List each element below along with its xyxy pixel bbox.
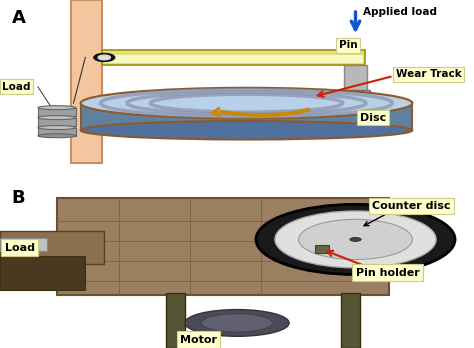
Circle shape	[299, 219, 412, 260]
Circle shape	[98, 55, 110, 60]
Text: Pin: Pin	[339, 40, 357, 50]
Ellipse shape	[81, 88, 412, 119]
Ellipse shape	[38, 126, 76, 129]
Text: Motor: Motor	[180, 335, 217, 345]
Ellipse shape	[81, 121, 412, 140]
Bar	[0, 238, 47, 251]
Circle shape	[256, 204, 455, 275]
Text: Disc: Disc	[360, 113, 386, 122]
Bar	[57, 198, 389, 294]
Bar	[38, 118, 76, 126]
Text: Wear Track: Wear Track	[396, 69, 462, 79]
Bar	[104, 55, 363, 63]
Bar	[341, 293, 360, 348]
Text: Load: Load	[2, 82, 31, 92]
Ellipse shape	[38, 106, 76, 110]
Bar	[341, 89, 370, 98]
Bar	[71, 0, 102, 163]
Ellipse shape	[185, 310, 289, 336]
Ellipse shape	[201, 314, 273, 332]
Bar	[315, 245, 329, 253]
Text: Load: Load	[5, 243, 35, 253]
Bar	[166, 293, 185, 348]
Text: Applied load: Applied load	[363, 7, 437, 17]
Bar	[0, 256, 85, 290]
Bar	[38, 128, 76, 136]
Text: Counter disc: Counter disc	[372, 201, 451, 211]
Ellipse shape	[38, 134, 76, 138]
Text: A: A	[12, 9, 26, 27]
Ellipse shape	[38, 116, 76, 120]
Text: Pin holder: Pin holder	[356, 268, 419, 278]
Bar	[81, 103, 412, 130]
Bar	[344, 65, 367, 90]
Bar	[38, 108, 76, 116]
Bar	[0, 231, 104, 264]
Circle shape	[94, 54, 115, 62]
Text: B: B	[12, 189, 26, 207]
Circle shape	[350, 237, 361, 242]
Circle shape	[275, 211, 436, 268]
Bar	[102, 50, 365, 65]
